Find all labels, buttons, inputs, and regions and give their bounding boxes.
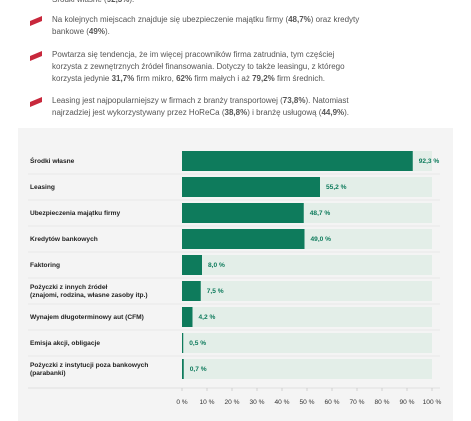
bullet-icon [30,51,42,61]
category-label: (znajomi, rodzina, własne zasoby itp.) [30,292,148,299]
text-segment: korzysta jedynie [52,74,112,83]
x-tick-label: 20 % [224,399,239,406]
text-segment: 92,3% [107,0,130,4]
paragraph-line: bankowe (49%). [52,27,110,36]
category-label: Pożyczki z instytucji poza bankowych [30,362,148,369]
category-label: Wynajem długoterminowy aut (CFM) [30,314,144,321]
text-segment: ). [105,27,110,36]
text-segment: 38,8% [225,108,248,117]
category-label: Emisja akcji, obligacje [30,340,100,347]
paragraph-line: korzysta jedynie 31,7% firm mikro, 62% f… [52,74,325,83]
text-segment: Powtarza się tendencja, że im więcej pra… [52,50,335,59]
x-tick-label: 50 % [299,399,314,406]
paragraph-line: Na kolejnych miejscach znajduje się ubez… [52,15,359,24]
value-label: 55,2 % [326,184,347,191]
text-segment: bankowe ( [52,27,89,36]
paragraph-line: Powtarza się tendencja, że im więcej pra… [52,50,335,59]
bar [182,255,202,275]
bar-track [182,255,432,275]
text-segment: 73,8% [283,96,306,105]
category-label: Ubezpieczenia majątku firmy [30,210,120,217]
text-segment: ). [129,0,134,4]
category-label: Pożyczki z innych źródeł [30,284,107,291]
bar [182,229,305,249]
text-segment: 44,9% [321,108,344,117]
bar [182,333,184,353]
text-segment: korzysta z zewnętrznych źródeł finansowa… [52,62,345,71]
category-label: (parabanki) [30,370,66,377]
x-tick-label: 90 % [399,399,414,406]
paragraph-line: korzysta z zewnętrznych źródeł finansowa… [52,62,345,71]
value-label: 7,5 % [207,288,224,295]
value-label: 92,3 % [419,158,440,165]
bar [182,307,193,327]
x-tick-label: 40 % [274,399,289,406]
text-segment: 31,7% [112,74,135,83]
x-tick-label: 60 % [324,399,339,406]
x-tick-label: 30 % [249,399,264,406]
x-tick-label: 100 % [423,399,442,406]
text-segment: ). [344,108,349,117]
text-segment: 48,7% [288,15,311,24]
text-segment: Leasing jest najpopularniejszy w firmach… [52,96,283,105]
value-label: 49,0 % [311,236,332,243]
category-label: Leasing [30,184,55,191]
bar [182,281,201,301]
text-segment: 49% [89,27,105,36]
category-label: Faktoring [30,262,60,269]
value-label: 0,7 % [190,366,207,373]
value-label: 4,2 % [199,314,216,321]
text-segment: najrzadziej jest wykorzystywany przez Ho… [52,108,225,117]
text-segment: ) oraz kredyty [311,15,359,24]
value-label: 48,7 % [310,210,331,217]
text-segment: Na kolejnych miejscach znajduje się ubez… [52,15,288,24]
text-segment: firm średnich. [275,74,325,83]
bar [182,177,320,197]
text-segment: firm małych i aż [192,74,252,83]
bar-track [182,307,432,327]
bar [182,151,413,171]
paragraph-line: Leasing jest najpopularniejszy w firmach… [52,96,349,105]
bar-track [182,333,432,353]
x-tick-label: 10 % [199,399,214,406]
paragraph-line: najrzadziej jest wykorzystywany przez Ho… [52,108,349,117]
bullet-icon [30,16,42,26]
text-segment: firm mikro, [134,74,176,83]
text-segment: ). Natomiast [305,96,349,105]
x-tick-label: 70 % [349,399,364,406]
bullet-icon [30,97,42,107]
x-tick-label: 80 % [374,399,389,406]
text-segment: 62% [176,74,192,83]
value-label: 0,5 % [189,340,206,347]
paragraph-line: Środki własne (92,3%). [52,0,134,4]
category-label: Kredytów bankowych [30,236,98,243]
bar-track [182,359,432,379]
bar-track [182,281,432,301]
bar [182,359,184,379]
value-label: 8,0 % [208,262,225,269]
text-segment: ) i branżę usługową ( [247,108,322,117]
text-segment: 79,2% [252,74,275,83]
text-segment: Środki własne ( [52,0,107,4]
bar [182,203,304,223]
category-label: Środki własne [30,156,75,165]
x-tick-label: 0 % [176,399,187,406]
